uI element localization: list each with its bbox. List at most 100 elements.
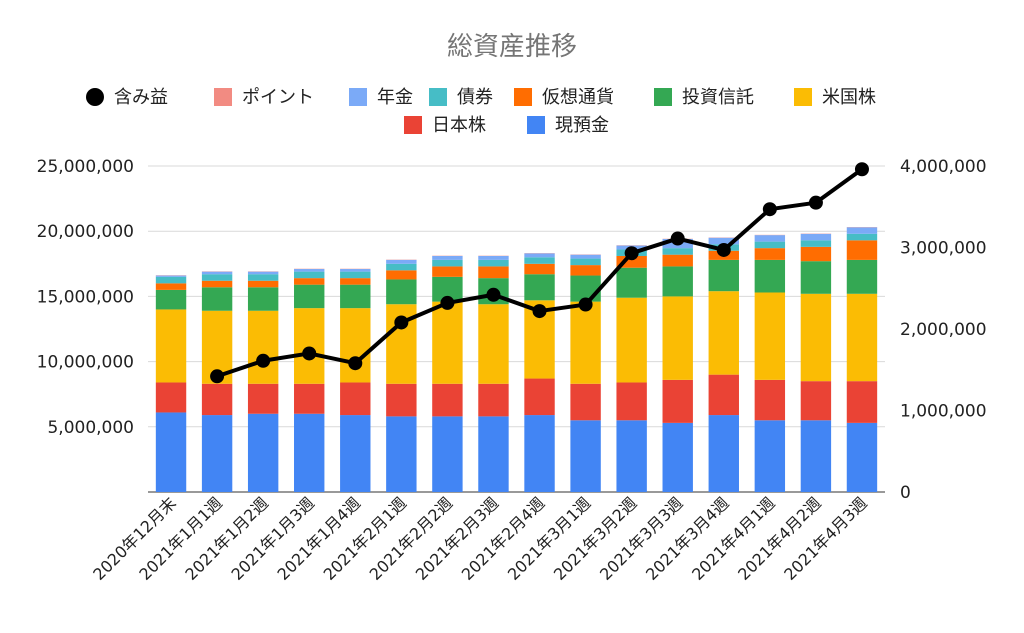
- bar-segment: [616, 420, 647, 492]
- bar-segment: [432, 416, 463, 492]
- bar-segment: [478, 383, 509, 417]
- bar-segment: [570, 254, 601, 259]
- bar-segment: [524, 257, 555, 264]
- right-tick-label: 2,000,000: [900, 320, 987, 340]
- bar-segment: [294, 271, 325, 279]
- line-point: [256, 353, 271, 368]
- bar-segment: [570, 275, 601, 302]
- bar-segment: [201, 383, 233, 416]
- bar-segment: [340, 271, 371, 279]
- bar-segment: [201, 280, 233, 288]
- legend-label: 年金: [377, 87, 413, 108]
- bar-segment: [846, 240, 878, 260]
- bar-segment: [247, 271, 279, 275]
- bar-segment: [478, 266, 509, 279]
- bar-segment: [386, 263, 417, 271]
- bar-segment: [754, 379, 786, 421]
- left-tick-label: 15,000,000: [37, 287, 134, 307]
- legend-item: 仮想通貨: [514, 87, 614, 108]
- bar-segment: [708, 415, 739, 492]
- bar-segment: [846, 293, 878, 382]
- bar-segment: [800, 246, 832, 262]
- bar-segment: [616, 382, 647, 421]
- bar-segment: [616, 267, 647, 298]
- bar-segment: [800, 381, 832, 421]
- bar-segment: [616, 297, 647, 383]
- bar-stack: [432, 255, 463, 492]
- bar-segment: [386, 416, 417, 492]
- bar-segment: [524, 378, 555, 416]
- stacked-bars: [155, 227, 878, 492]
- bar-segment: [247, 383, 279, 414]
- line-point: [210, 369, 225, 384]
- left-tick-label: 20,000,000: [37, 222, 134, 242]
- left-tick-label: 5,000,000: [47, 418, 134, 438]
- bar-segment: [616, 255, 647, 268]
- right-tick-label: 3,000,000: [900, 239, 987, 259]
- bar-segment: [478, 304, 509, 384]
- bar-segment: [754, 241, 786, 249]
- legend-swatch: [654, 88, 672, 106]
- bar-segment: [201, 271, 233, 275]
- bar-segment: [570, 258, 601, 266]
- legend-item: 米国株: [794, 87, 876, 108]
- line-point: [624, 246, 639, 261]
- bar-segment: [570, 265, 601, 276]
- bar-segment: [155, 283, 187, 290]
- bar-stack: [386, 259, 417, 492]
- bar-segment: [800, 261, 832, 294]
- bar-segment: [294, 308, 325, 384]
- bar-stack: [340, 268, 371, 492]
- left-axis: 5,000,000 10,000,000 15,000,000 20,000,000 2…: [37, 157, 134, 438]
- legend-label: 現預金: [555, 115, 609, 136]
- bar-segment: [386, 270, 417, 280]
- x-axis: 2020年12月末2021年1月1週2021年1月2週2021年1月3週2021…: [89, 493, 871, 584]
- legend-swatch: [404, 116, 422, 134]
- bar-segment: [155, 412, 187, 492]
- bar-segment: [201, 287, 233, 311]
- unrealized-gain-line: [210, 162, 869, 384]
- bar-segment: [478, 259, 509, 267]
- bar-segment: [340, 415, 371, 492]
- legend-item: 日本株: [404, 115, 486, 136]
- bar-stack: [662, 238, 693, 492]
- bar-segment: [754, 248, 786, 260]
- line-point: [854, 162, 869, 177]
- bar-segment: [294, 269, 325, 272]
- right-tick-label: 0: [900, 483, 911, 503]
- legend-item: 含み益: [86, 87, 168, 108]
- bar-segment: [340, 382, 371, 416]
- bar-segment: [846, 227, 878, 234]
- bar-segment: [708, 237, 739, 245]
- bar-segment: [432, 266, 463, 277]
- bar-segment: [662, 248, 693, 255]
- bar-segment: [570, 301, 601, 384]
- legend-swatch: [794, 88, 812, 106]
- legend-swatch: [86, 88, 104, 106]
- bar-segment: [478, 416, 509, 492]
- line-point: [440, 295, 455, 310]
- bar-segment: [754, 259, 786, 293]
- line-point: [716, 242, 731, 257]
- bar-segment: [662, 379, 693, 423]
- right-tick-label: 4,000,000: [900, 157, 987, 177]
- line-point: [532, 304, 547, 319]
- legend-label: 日本株: [432, 115, 486, 136]
- bar-segment: [708, 291, 739, 375]
- bar-segment: [294, 413, 325, 492]
- bar-segment: [432, 301, 463, 384]
- right-axis: 0 1,000,000 2,000,000 3,000,000 4,000,000: [900, 157, 987, 503]
- bar-segment: [846, 259, 878, 294]
- bar-segment: [800, 233, 832, 241]
- line-point: [348, 356, 363, 371]
- legend-label: 債券: [457, 87, 493, 108]
- bar-segment: [247, 413, 279, 492]
- chart-title: 総資産推移: [447, 32, 577, 62]
- legend-label: ポイント: [242, 87, 314, 108]
- bar-segment: [340, 269, 371, 272]
- line-point: [578, 297, 593, 312]
- legend-swatch: [429, 88, 447, 106]
- legend-label: 仮想通貨: [542, 87, 614, 108]
- bar-stack: [247, 271, 279, 492]
